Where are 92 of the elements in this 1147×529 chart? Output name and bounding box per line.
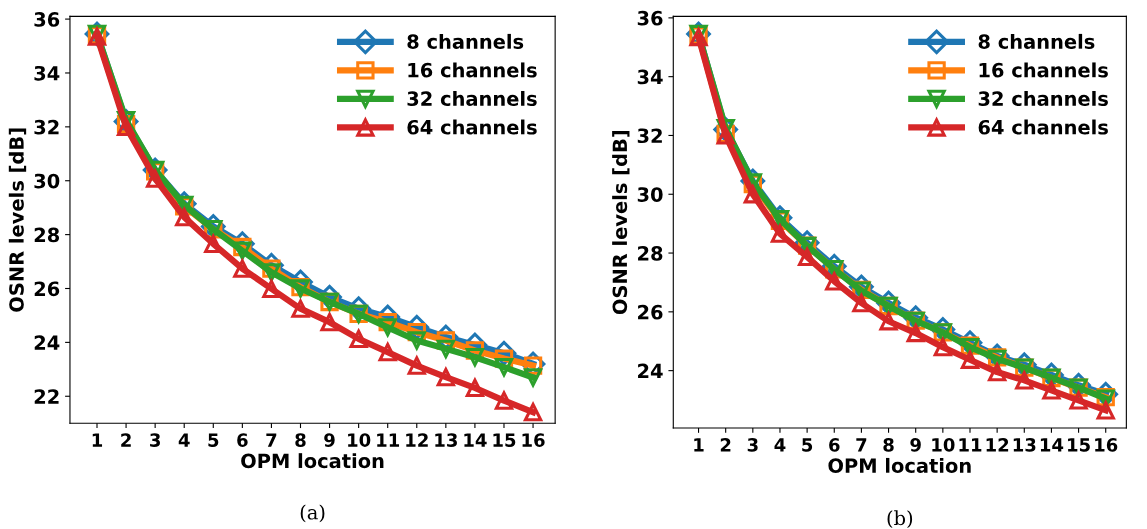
x-tick-label: 7: [266, 433, 277, 447]
x-tick-label: 14: [464, 433, 487, 447]
point: [378, 318, 397, 337]
legend-label: 32 channels: [407, 90, 537, 107]
y-tick-label: 30: [34, 173, 60, 189]
y-axis-title: OSNR levels [dB]: [612, 130, 630, 315]
text: (b): [887, 510, 913, 529]
legend-label: 8 channels: [978, 33, 1095, 49]
x-tick-label: 15: [1068, 438, 1090, 452]
point: [262, 279, 281, 298]
point: [464, 348, 485, 369]
point: [743, 185, 762, 204]
x-tick-label: 13: [1013, 438, 1036, 452]
y-tick-label: 34: [637, 69, 663, 85]
point: [1069, 391, 1088, 410]
x-tick-label: 8: [883, 438, 894, 452]
point: [852, 293, 871, 313]
x-axis-title: OPM location: [241, 453, 384, 469]
point: [233, 259, 252, 278]
x-tick-label: 14: [1040, 438, 1064, 452]
legend-label: 16 channels: [979, 62, 1108, 78]
x-tick-label: 13: [435, 433, 457, 447]
x-tick-label: 9: [324, 433, 335, 447]
y-tick-label: 24: [638, 363, 663, 379]
x-tick-label: 2: [121, 433, 131, 447]
point: [770, 224, 790, 243]
point: [436, 339, 456, 359]
x-tick-label: 3: [747, 438, 758, 452]
x-tick-label: 10: [348, 433, 371, 447]
x-tick-label: 11: [377, 433, 400, 447]
y-tick-label: 26: [34, 281, 60, 297]
y-tick-label: 36: [637, 10, 663, 26]
y-tick-label: 28: [638, 246, 663, 261]
point: [1015, 371, 1034, 390]
x-tick-label: 15: [493, 433, 516, 447]
y-tick-label: 24: [34, 335, 60, 350]
x-tick-label: 1: [694, 438, 704, 452]
x-tick-label: 6: [237, 433, 248, 447]
x-tick-label: 9: [910, 438, 921, 452]
y-tick-label: 36: [34, 12, 60, 27]
point: [906, 323, 925, 343]
x-tick-label: 2: [720, 438, 731, 452]
y-tick-label: 32: [637, 128, 662, 144]
legend-label: 8 channels: [407, 33, 524, 49]
legend-label: 16 channels: [408, 62, 537, 78]
x-tick-label: 4: [178, 433, 190, 447]
point: [494, 391, 514, 410]
x-tick-label: 8: [295, 433, 306, 447]
y-axis-title: OSNR levels [dB]: [8, 128, 27, 312]
point: [960, 350, 980, 369]
x-tick-label: 4: [774, 438, 786, 452]
x-tick-label: 5: [802, 438, 813, 452]
point: [378, 342, 397, 362]
x-tick-label: 7: [856, 438, 867, 452]
y-tick-label: 30: [637, 187, 663, 202]
point: [879, 312, 898, 331]
point: [407, 331, 426, 350]
point: [523, 402, 543, 422]
point: [320, 313, 339, 332]
point: [175, 207, 194, 227]
x-tick-label: 12: [406, 433, 428, 447]
x-tick-label: 6: [829, 438, 840, 452]
point: [464, 376, 485, 398]
x-tick-label: 12: [986, 438, 1009, 452]
y-tick-label: 32: [34, 119, 59, 135]
point: [797, 245, 817, 267]
y-tick-label: 34: [34, 65, 60, 81]
point: [494, 357, 514, 377]
x-tick-label: 10: [932, 438, 955, 452]
y-tick-label: 22: [34, 389, 59, 404]
x-axis-title: OPM location: [828, 457, 971, 473]
point: [523, 368, 543, 387]
y-tick-label: 26: [638, 304, 663, 320]
legend-label: 64 channels: [407, 119, 537, 135]
text: (a): [300, 504, 325, 523]
y-tick-label: 28: [34, 227, 60, 243]
point: [987, 362, 1007, 382]
point: [407, 356, 426, 375]
legend-label: 32 channels: [978, 90, 1108, 107]
point: [291, 299, 310, 318]
x-tick-label: 16: [522, 433, 545, 447]
point: [1042, 381, 1061, 400]
point: [1096, 401, 1115, 420]
x-tick-label: 11: [959, 438, 982, 452]
x-tick-label: 3: [150, 433, 160, 447]
point: [349, 329, 368, 349]
point: [933, 337, 953, 357]
x-tick-label: 5: [208, 433, 219, 447]
x-tick-label: 1: [92, 433, 103, 447]
point: [436, 367, 456, 387]
x-tick-label: 16: [1095, 438, 1118, 452]
legend-label: 64 channels: [978, 119, 1108, 135]
